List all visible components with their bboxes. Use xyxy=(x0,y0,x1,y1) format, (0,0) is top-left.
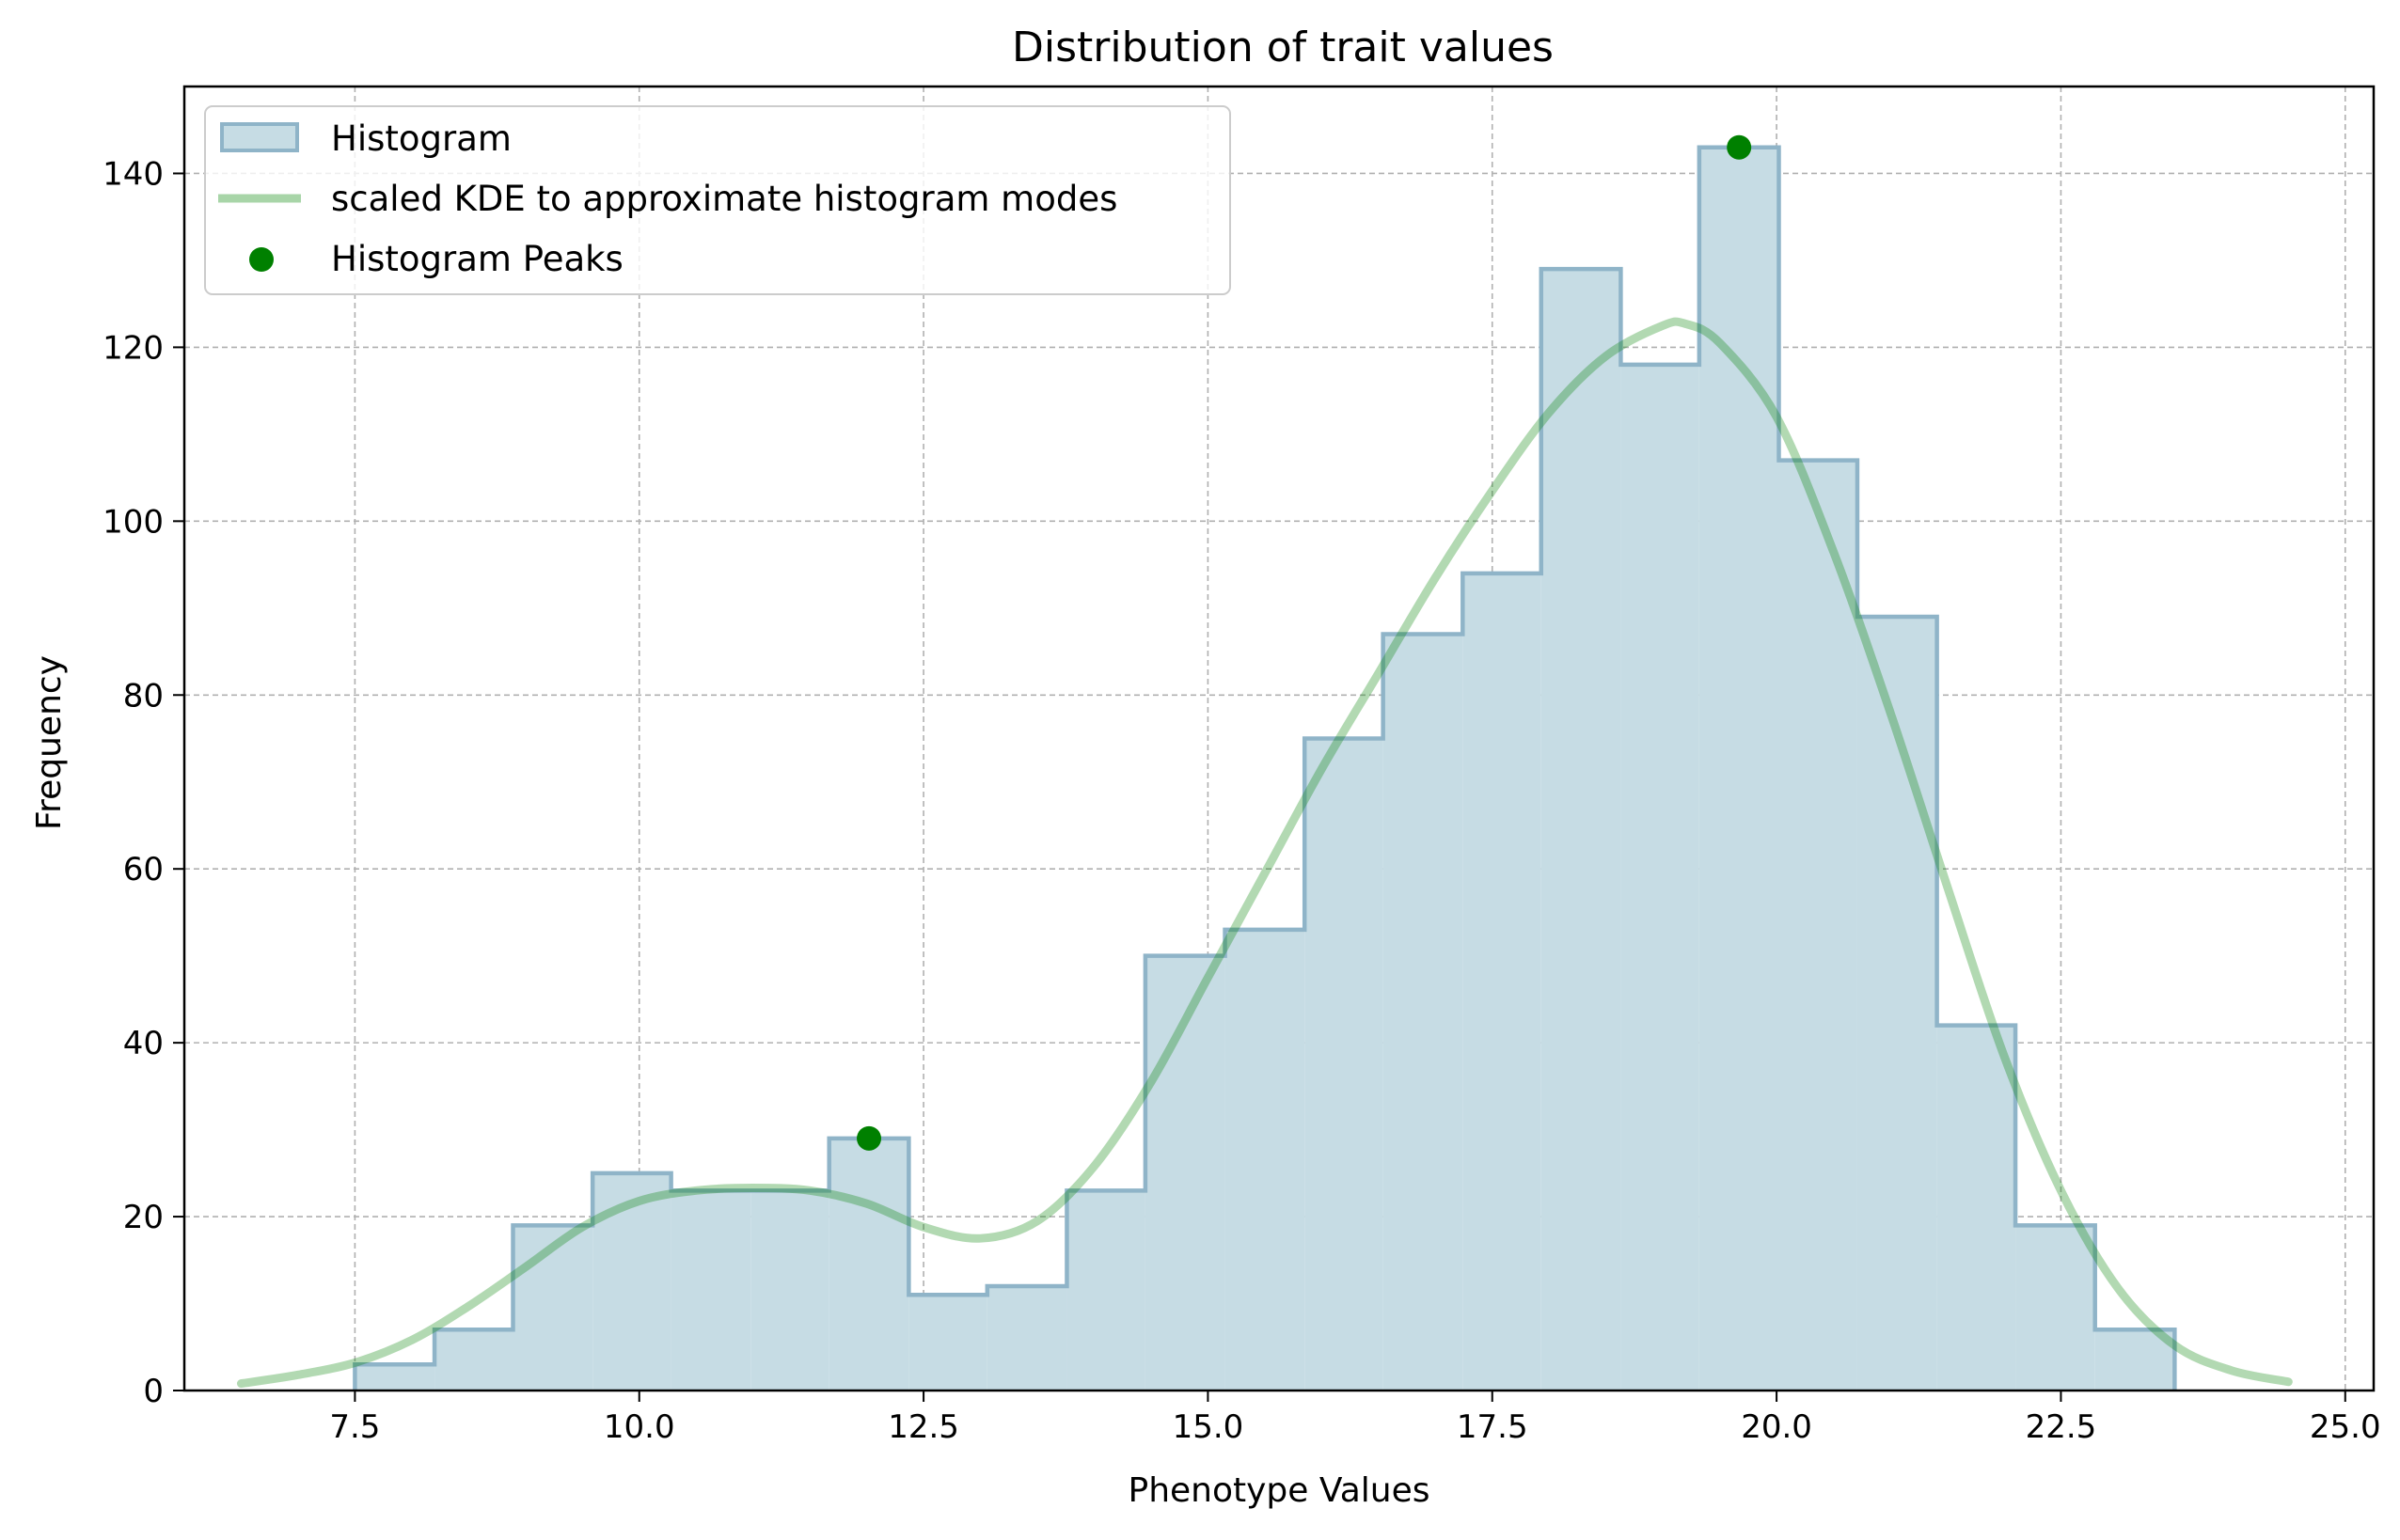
histogram-bar xyxy=(1856,617,1937,1391)
histogram-bar xyxy=(1620,364,1699,1391)
histogram-bar xyxy=(2094,1329,2175,1391)
histogram-bar xyxy=(2015,1225,2095,1391)
histogram-bar xyxy=(1224,929,1305,1391)
histogram-outline xyxy=(353,145,2177,1391)
peak-marker xyxy=(1727,134,1752,160)
histogram-bar xyxy=(1304,738,1383,1391)
histogram-bar xyxy=(829,1138,909,1391)
histogram-bar xyxy=(671,1190,751,1391)
y-tick-label: 120 xyxy=(103,329,164,367)
histogram-bar xyxy=(1698,147,1779,1391)
histogram-bar xyxy=(513,1225,593,1391)
plot-frame xyxy=(182,85,2376,1392)
y-tick-label: 60 xyxy=(123,851,164,888)
histogram-bar xyxy=(1462,573,1541,1391)
histogram-bar xyxy=(750,1190,829,1391)
kde-curve xyxy=(236,317,2293,1389)
chart-title: Distribution of trait values xyxy=(1012,24,1554,71)
kde-layer xyxy=(236,317,2293,1389)
histogram-bar xyxy=(434,1329,513,1391)
y-tick-label: 40 xyxy=(123,1025,164,1062)
histogram-bar xyxy=(1778,460,1857,1391)
y-tick-label: 80 xyxy=(123,677,164,715)
peaks-layer xyxy=(857,134,1752,1151)
histogram-bar xyxy=(1936,1025,2016,1391)
histogram-bar xyxy=(355,1364,435,1391)
legend: Histogram scaled KDE to approximate hist… xyxy=(204,105,1231,295)
x-axis-label: Phenotype Values xyxy=(1129,1471,1430,1510)
x-tick-label: 25.0 xyxy=(2310,1408,2381,1446)
x-tick-label: 7.5 xyxy=(329,1408,380,1446)
legend-peaks-swatch xyxy=(249,247,274,272)
legend-histogram-swatch xyxy=(220,122,299,152)
y-axis-label: Frequency xyxy=(30,655,69,830)
histogram-bar xyxy=(1540,269,1621,1391)
y-tick-label: 0 xyxy=(143,1373,164,1410)
x-tick-label: 10.0 xyxy=(604,1408,675,1446)
y-tick-label: 140 xyxy=(103,155,164,193)
histogram-bar xyxy=(1382,634,1463,1391)
x-tick-label: 22.5 xyxy=(2026,1408,2097,1446)
histogram-layer xyxy=(353,145,2177,1391)
histogram-bar xyxy=(592,1172,671,1391)
peak-marker xyxy=(857,1125,882,1151)
ticks: 7.5 10.0 12.5 15.0 17.5 20.0 22.5 25.0 0 20 40 60 80… xyxy=(103,155,2381,1446)
legend-histogram-label: Histogram xyxy=(331,118,512,159)
histogram-bar xyxy=(1066,1190,1145,1391)
histogram-bar xyxy=(908,1295,987,1391)
x-tick-label: 12.5 xyxy=(888,1408,959,1446)
x-tick-label: 20.0 xyxy=(1741,1408,1812,1446)
y-tick-label: 100 xyxy=(103,503,164,541)
legend-peaks-label: Histogram Peaks xyxy=(331,239,624,279)
x-tick-label: 17.5 xyxy=(1457,1408,1528,1446)
y-tick-label: 20 xyxy=(123,1199,164,1236)
histogram-bar xyxy=(1145,955,1225,1391)
legend-box xyxy=(204,105,1231,295)
x-tick-label: 15.0 xyxy=(1173,1408,1244,1446)
legend-kde-label: scaled KDE to approximate histogram mode… xyxy=(331,179,1117,219)
histogram-bar xyxy=(987,1286,1067,1391)
